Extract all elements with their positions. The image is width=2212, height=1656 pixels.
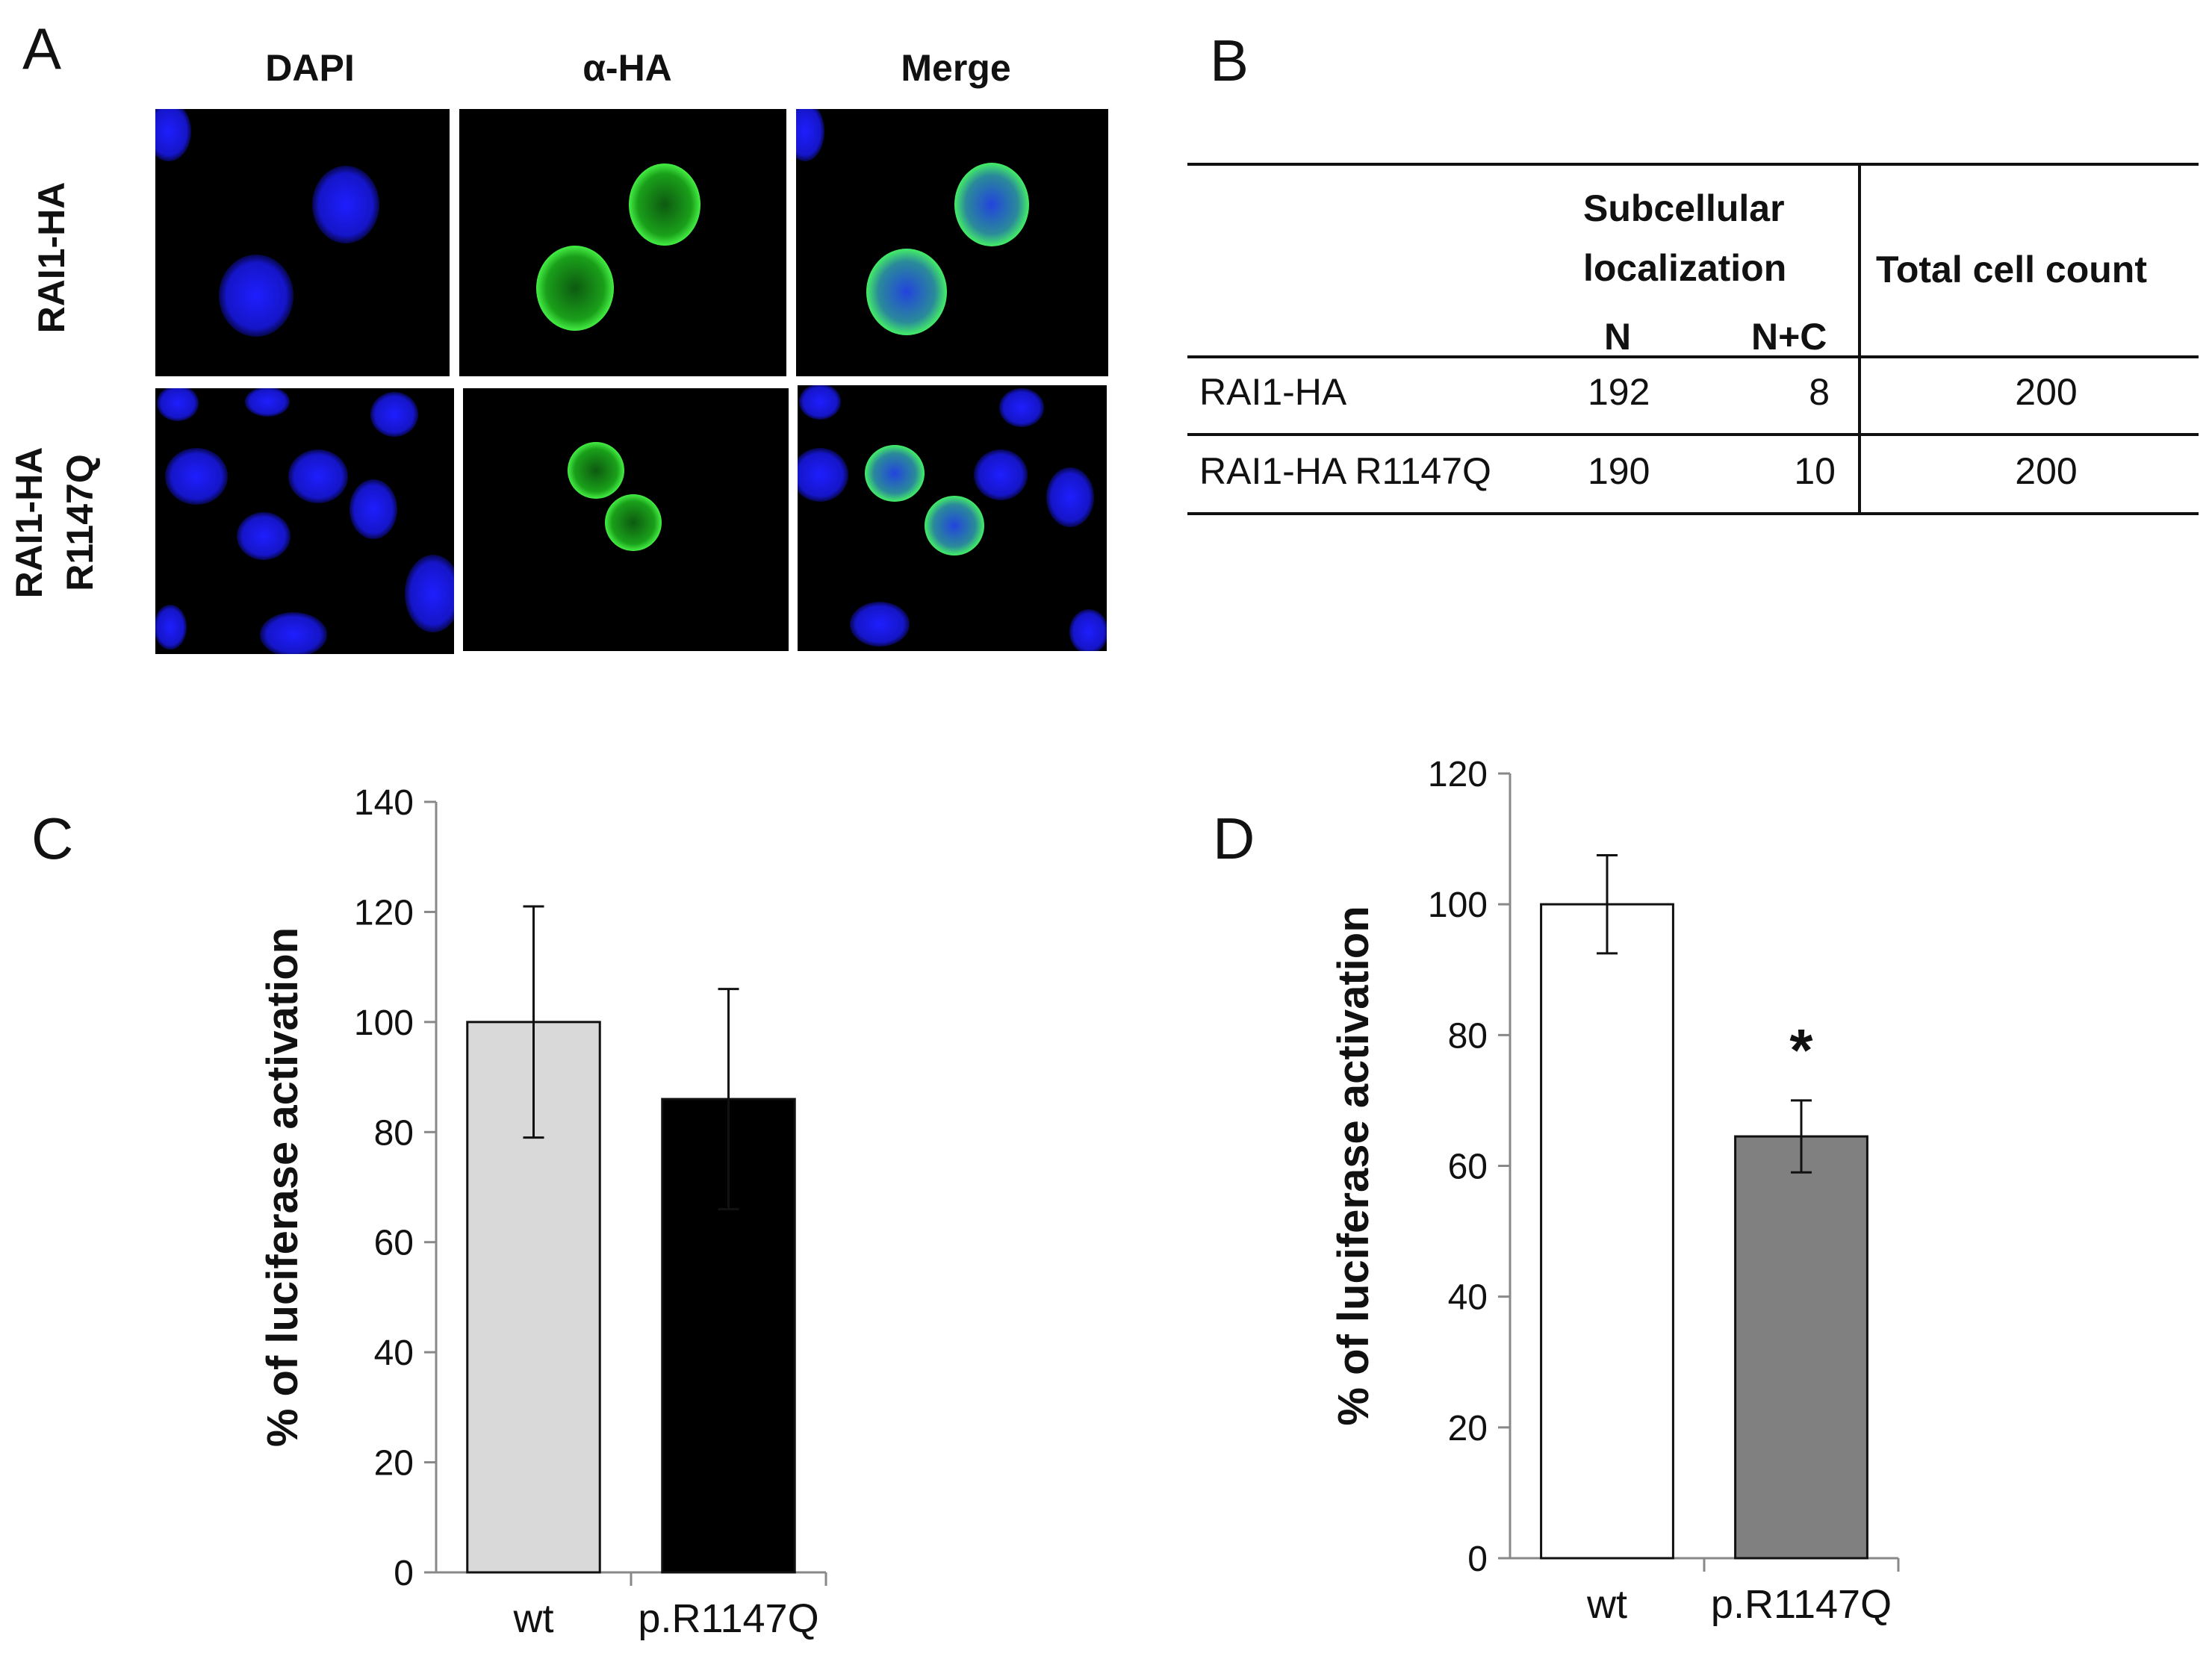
micrograph-ha-r1147q xyxy=(463,388,789,651)
table-header-group-line2: localization xyxy=(1583,247,1787,289)
y-tick-label: 100 xyxy=(354,1003,414,1043)
chart-panel-d: 0 20 40 60 80 100 120 wt p.R1147Q * % of luciferas… xyxy=(1329,755,1900,1627)
table-column-divider xyxy=(1858,163,1861,515)
table-row-2-total: 200 xyxy=(2015,450,2078,492)
table-row-rule xyxy=(1187,433,2199,436)
significance-asterisk: * xyxy=(1789,1017,1813,1083)
panel-b-letter: B xyxy=(1210,28,1249,93)
column-header-dapi: DAPI xyxy=(265,47,355,89)
row-label-rai1-ha-r1147q: RAI1-HA R1147Q xyxy=(8,446,101,599)
y-tick-label: 100 xyxy=(1428,885,1488,925)
table-row-1-nc: 8 xyxy=(1809,371,1830,413)
column-header-ha: α-HA xyxy=(582,47,672,89)
y-tick-label: 140 xyxy=(354,783,414,823)
table-header-rule xyxy=(1187,355,2199,358)
y-tick-label: 40 xyxy=(1448,1278,1488,1318)
table-row-1-total: 200 xyxy=(2015,371,2078,413)
table-row-1-name: RAI1-HA xyxy=(1199,371,1347,413)
y-tick-label: 120 xyxy=(1428,755,1488,794)
panel-a-letter: A xyxy=(22,16,62,81)
y-tick-label: 60 xyxy=(1448,1148,1488,1187)
column-header-merge: Merge xyxy=(901,47,1011,89)
y-tick-label: 0 xyxy=(394,1554,414,1593)
table-header-total: Total cell count xyxy=(1876,249,2147,290)
micrograph-ha-wt xyxy=(459,109,786,376)
y-axis-title: % of luciferase activation xyxy=(1329,906,1378,1425)
y-tick-label: 60 xyxy=(374,1224,414,1263)
micrograph-dapi-r1147q xyxy=(155,388,454,654)
row-label-rai1-ha: RAI1-HA xyxy=(31,181,72,334)
table-row-1-n: 192 xyxy=(1588,371,1650,413)
table-row-2-n: 190 xyxy=(1588,450,1650,492)
table-row-2-nc: 10 xyxy=(1794,450,1836,492)
x-tick-label: wt xyxy=(1586,1582,1627,1627)
chart-panel-c: 0 20 40 60 80 100 120 140 wt p.R1147Q % of lucifer… xyxy=(258,783,827,1641)
panel-d-letter: D xyxy=(1213,806,1255,871)
y-tick-label: 120 xyxy=(354,893,414,933)
x-tick-label: wt xyxy=(513,1596,554,1641)
table-subheader-nc: N+C xyxy=(1751,316,1827,358)
y-axis-title: % of luciferase activation xyxy=(258,927,307,1447)
table-subheader-n: N xyxy=(1604,316,1632,358)
micrograph-merge-r1147q xyxy=(798,385,1107,651)
y-tick-label: 20 xyxy=(1448,1409,1488,1448)
micrograph-dapi-wt xyxy=(155,109,450,376)
micrograph-merge-wt xyxy=(796,109,1108,376)
table-bottom-rule xyxy=(1187,512,2199,515)
y-tick-label: 0 xyxy=(1467,1540,1488,1579)
x-tick-label: p.R1147Q xyxy=(638,1596,818,1641)
y-tick-label: 80 xyxy=(1448,1016,1488,1056)
y-tick-label: 80 xyxy=(374,1113,414,1153)
table-top-rule xyxy=(1187,163,2199,166)
table-header-group-line1: Subcellular xyxy=(1583,187,1785,229)
y-tick-label: 20 xyxy=(374,1444,414,1484)
bar-wt xyxy=(1540,903,1674,1560)
bar-p.R1147Q xyxy=(1734,1135,1868,1560)
table-row-2-name: RAI1-HA R1147Q xyxy=(1199,450,1491,492)
y-tick-label: 40 xyxy=(374,1333,414,1373)
panel-c-letter: C xyxy=(31,806,74,871)
x-tick-label: p.R1147Q xyxy=(1711,1582,1892,1627)
